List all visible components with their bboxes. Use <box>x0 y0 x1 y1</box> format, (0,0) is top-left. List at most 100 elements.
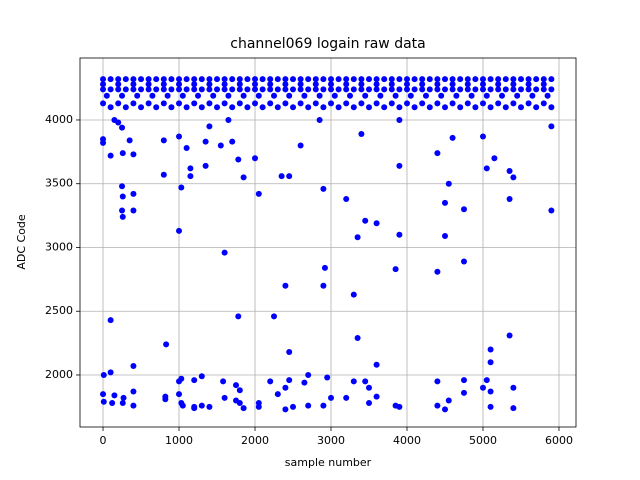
point <box>126 137 133 144</box>
point <box>335 86 342 93</box>
point <box>396 86 403 93</box>
point <box>115 86 122 93</box>
point <box>328 394 335 401</box>
point <box>119 213 126 220</box>
point <box>487 76 494 83</box>
point <box>457 76 464 83</box>
point <box>350 76 357 83</box>
point <box>267 378 274 385</box>
point <box>301 92 308 99</box>
point <box>282 76 289 83</box>
point <box>449 86 456 93</box>
point <box>130 86 137 93</box>
point <box>176 81 183 88</box>
point <box>529 92 536 99</box>
y-axis-label: ADC Code <box>15 214 28 270</box>
point <box>274 104 281 111</box>
point <box>206 76 213 83</box>
point <box>100 76 107 83</box>
point <box>111 392 118 399</box>
point <box>229 138 236 145</box>
point <box>426 104 433 111</box>
point <box>221 76 228 83</box>
point <box>107 76 114 83</box>
point <box>183 86 190 93</box>
point <box>365 76 372 83</box>
point <box>426 86 433 93</box>
point <box>517 86 524 93</box>
point <box>449 100 456 107</box>
point <box>548 207 555 214</box>
point <box>271 313 278 320</box>
point <box>145 76 152 83</box>
point <box>396 76 403 83</box>
point <box>122 76 129 83</box>
point <box>252 81 259 88</box>
point <box>119 400 126 407</box>
point <box>115 81 122 88</box>
point <box>153 86 160 93</box>
point <box>403 81 410 88</box>
point <box>460 206 467 213</box>
x-tick-label: 4000 <box>393 434 421 447</box>
point <box>548 104 555 111</box>
point <box>198 104 205 111</box>
point <box>343 394 350 401</box>
point <box>214 104 221 111</box>
point <box>365 86 372 93</box>
point <box>320 104 327 111</box>
point <box>320 185 327 192</box>
point <box>297 76 304 83</box>
point <box>236 76 243 83</box>
point <box>290 403 297 410</box>
point <box>441 86 448 93</box>
point <box>468 92 475 99</box>
point <box>297 142 304 149</box>
point <box>445 397 452 404</box>
point <box>286 173 293 180</box>
point <box>274 86 281 93</box>
point <box>160 76 167 83</box>
point <box>365 104 372 111</box>
point <box>286 349 293 356</box>
x-tick-label: 6000 <box>545 434 573 447</box>
point <box>198 373 205 380</box>
point <box>479 384 486 391</box>
point <box>286 92 293 99</box>
point <box>487 86 494 93</box>
point <box>540 81 547 88</box>
point <box>130 402 137 409</box>
point <box>236 387 243 394</box>
point <box>517 104 524 111</box>
point <box>388 100 395 107</box>
point <box>365 400 372 407</box>
x-tick-label: 5000 <box>469 434 497 447</box>
point <box>191 76 198 83</box>
point <box>502 76 509 83</box>
point <box>533 104 540 111</box>
point <box>510 100 517 107</box>
point <box>548 86 555 93</box>
point <box>434 100 441 107</box>
point <box>229 104 236 111</box>
point <box>441 232 448 239</box>
point <box>343 100 350 107</box>
point <box>358 76 365 83</box>
point <box>483 92 490 99</box>
point <box>487 403 494 410</box>
point <box>145 86 152 93</box>
point <box>350 378 357 385</box>
point <box>510 405 517 412</box>
point <box>373 81 380 88</box>
point <box>305 86 312 93</box>
point <box>411 104 418 111</box>
y-tick-label: 2000 <box>45 368 73 381</box>
point <box>419 76 426 83</box>
point <box>533 76 540 83</box>
point <box>331 92 338 99</box>
point <box>244 104 251 111</box>
point <box>119 193 126 200</box>
point <box>100 81 107 88</box>
point <box>160 100 167 107</box>
point <box>434 268 441 275</box>
